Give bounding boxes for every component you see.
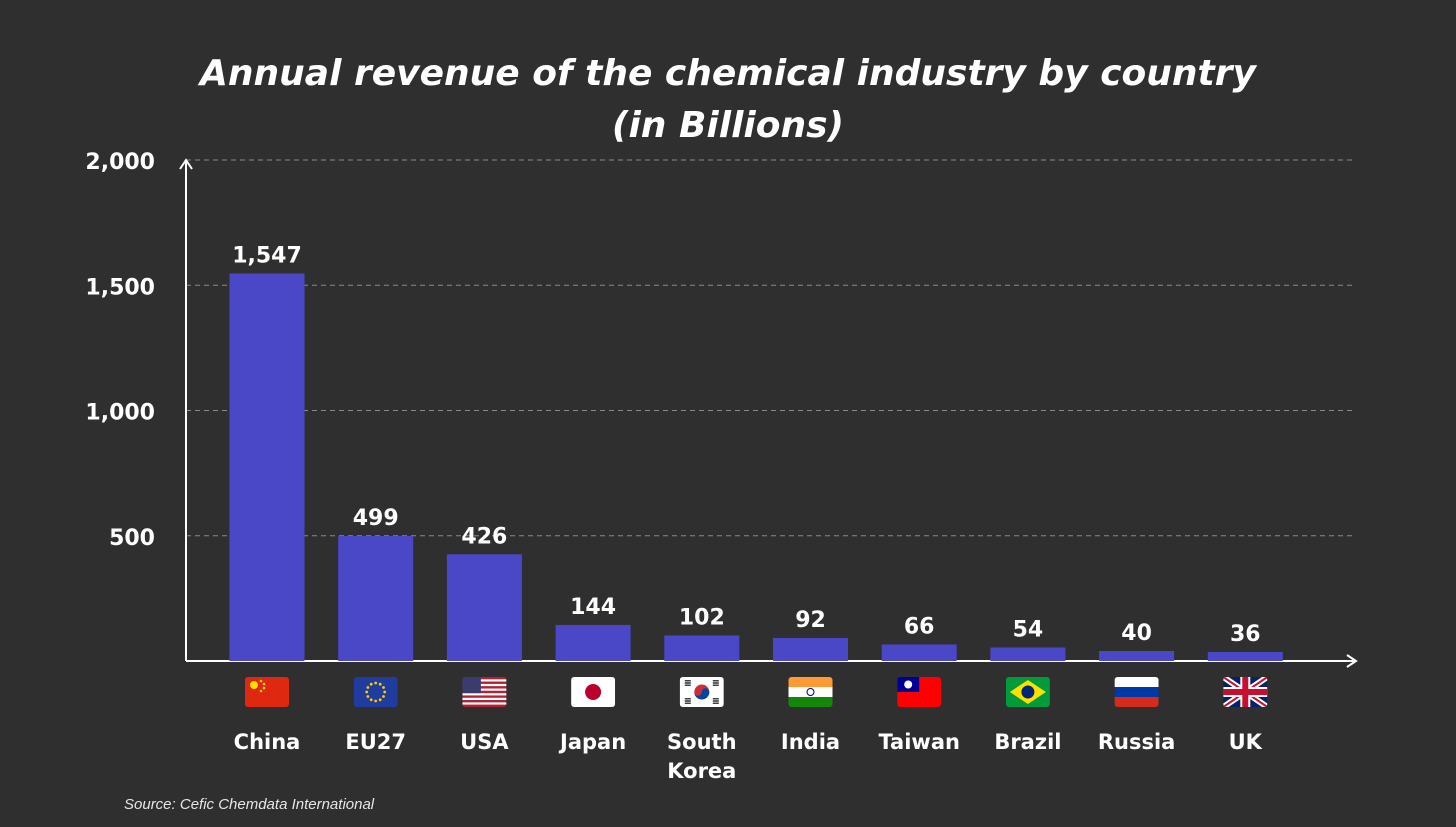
- source-note: Source: Cefic Chemdata International: [124, 796, 375, 813]
- y-tick-label: 1,000: [85, 401, 155, 426]
- south-korea-flag-icon: [679, 677, 724, 707]
- category-label: USA: [460, 730, 509, 754]
- bar-value-label: 102: [679, 605, 725, 630]
- category-label: UK: [1229, 730, 1263, 754]
- bar: [446, 554, 522, 661]
- bar: [1099, 650, 1175, 661]
- bar: [555, 624, 631, 661]
- category-label: Japan: [558, 730, 626, 754]
- bar-value-label: 54: [1013, 617, 1044, 642]
- bar-value-label: 66: [904, 614, 935, 639]
- category-label: Korea: [667, 759, 736, 783]
- usa-flag-icon: [462, 677, 507, 707]
- y-tick-label: 500: [109, 526, 155, 551]
- bar: [1207, 651, 1283, 661]
- category-label: South: [667, 730, 737, 754]
- russia-flag-icon: [1114, 677, 1159, 707]
- bar-value-label: 40: [1121, 621, 1152, 646]
- bar: [990, 647, 1066, 661]
- bar-value-label: 1,547: [232, 243, 302, 268]
- y-axis-arrow-icon: [179, 158, 193, 170]
- bar: [338, 536, 414, 661]
- bar: [229, 273, 305, 661]
- y-tick-label: 2,000: [85, 150, 155, 175]
- bar-value-label: 499: [353, 506, 399, 531]
- category-label: China: [234, 730, 301, 754]
- bar-value-label: 92: [795, 608, 826, 633]
- japan-flag-icon: [571, 677, 616, 707]
- category-label: Taiwan: [878, 730, 960, 754]
- brazil-flag-icon: [1005, 677, 1050, 707]
- chart-title-line-2: (in Billions): [612, 105, 844, 146]
- india-flag-icon: [788, 677, 833, 707]
- bar-value-label: 144: [570, 595, 616, 620]
- category-label: Brazil: [994, 730, 1061, 754]
- uk-flag-icon: [1223, 677, 1268, 707]
- category-label: Russia: [1098, 730, 1176, 754]
- bar-value-label: 36: [1230, 622, 1261, 647]
- bar: [664, 635, 740, 661]
- x-axis-arrow-icon: [1346, 654, 1358, 668]
- bar: [773, 637, 848, 661]
- y-tick-label: 1,500: [85, 275, 155, 300]
- category-label: EU27: [345, 730, 406, 754]
- eu-flag-icon: [353, 677, 398, 707]
- chart-title: Annual revenue of the chemical industry …: [0, 48, 1456, 152]
- china-flag-icon: [245, 677, 289, 707]
- category-label: India: [781, 730, 840, 754]
- bar: [881, 644, 957, 661]
- chart-title-line-1: Annual revenue of the chemical industry …: [200, 53, 1256, 94]
- taiwan-flag-icon: [897, 677, 942, 707]
- bar-value-label: 426: [461, 524, 507, 549]
